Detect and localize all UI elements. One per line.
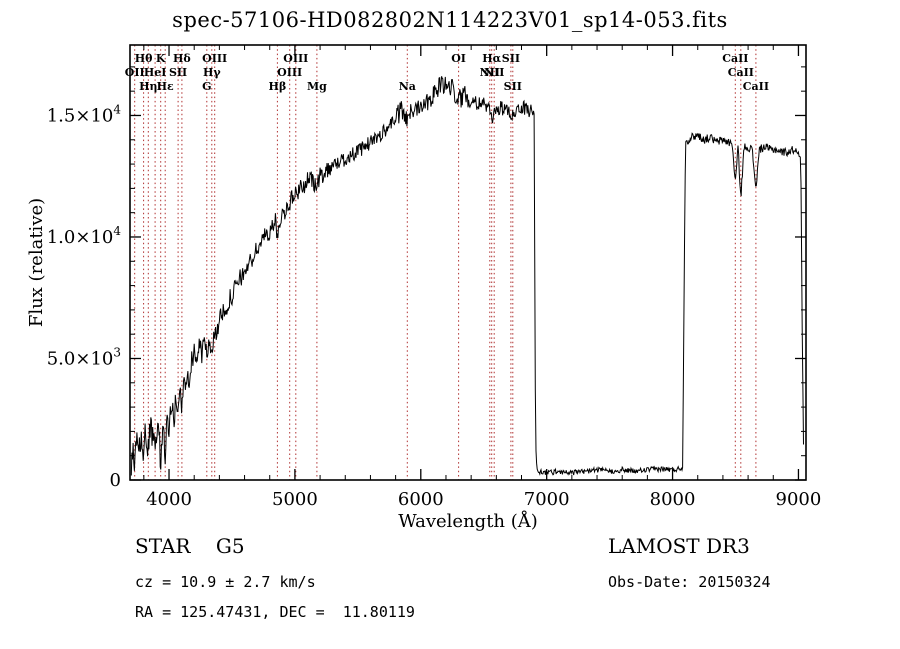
spectrum-trace (130, 76, 804, 476)
spectral-line-label: Hε (157, 80, 174, 93)
spectral-line-label: K (156, 52, 166, 65)
spectral-line-label: CaII (722, 52, 748, 65)
x-axis-tick-label: 9000 (776, 489, 822, 510)
survey-label: LAMOST DR3 (608, 534, 750, 558)
spectral-line-label: Mg (307, 80, 327, 93)
spectral-line-label: OIII (277, 66, 302, 79)
spectral-line-label: NII (484, 66, 504, 79)
ra-dec-value: RA = 125.47431, DEC = 11.80119 (135, 603, 415, 621)
spectral-line-label: G (202, 80, 211, 93)
spectral-line-label: SII (169, 66, 187, 79)
cz-value: cz = 10.9 ± 2.7 km/s (135, 573, 316, 591)
y-axis-tick-label: 1.5×104 (47, 102, 122, 126)
classification-label: STAR G5 (135, 534, 245, 558)
x-axis-tick-label: 5000 (272, 489, 318, 510)
spectral-line-label: OII (125, 66, 145, 79)
x-axis-tick-label: 6000 (398, 489, 444, 510)
plot-frame (129, 44, 807, 481)
spectral-line-label: Hβ (269, 80, 287, 93)
spectral-line-label: OI (451, 52, 466, 65)
spectral-line-label: SII (502, 52, 520, 65)
obs-date: Obs-Date: 20150324 (608, 573, 771, 591)
spectral-line-label: Na (399, 80, 416, 93)
x-axis-tick-label: 4000 (146, 489, 192, 510)
spectral-line-label: Hη (139, 80, 157, 93)
spectral-line-label: OIII (283, 52, 308, 65)
x-axis-tick-label: 7000 (524, 489, 570, 510)
y-axis-tick-label: 5.0×103 (47, 345, 121, 369)
spectral-line-label: OIII (202, 52, 227, 65)
plot-title: spec-57106-HD082802N114223V01_sp14-053.f… (172, 8, 728, 32)
x-axis-label: Wavelength (Å) (398, 510, 538, 532)
spectral-line-label: CaII (728, 66, 754, 79)
y-axis-tick-label: 1.0×104 (47, 224, 122, 248)
spectral-line-label: Hα (482, 52, 501, 65)
spectral-line-label: CaII (743, 80, 769, 93)
spectral-line-label: Hθ (135, 52, 153, 65)
spectral-line-label: Hδ (173, 52, 191, 65)
x-axis-tick-label: 8000 (650, 489, 696, 510)
spectral-line-label: SII (504, 80, 522, 93)
spectral-line-label: Hγ (203, 66, 221, 79)
spectral-line-label: NII (480, 66, 500, 79)
y-axis-tick-label: 0 (110, 470, 121, 491)
y-axis-label: Flux (relative) (26, 198, 47, 327)
spectral-line-label: HeI (144, 66, 167, 79)
